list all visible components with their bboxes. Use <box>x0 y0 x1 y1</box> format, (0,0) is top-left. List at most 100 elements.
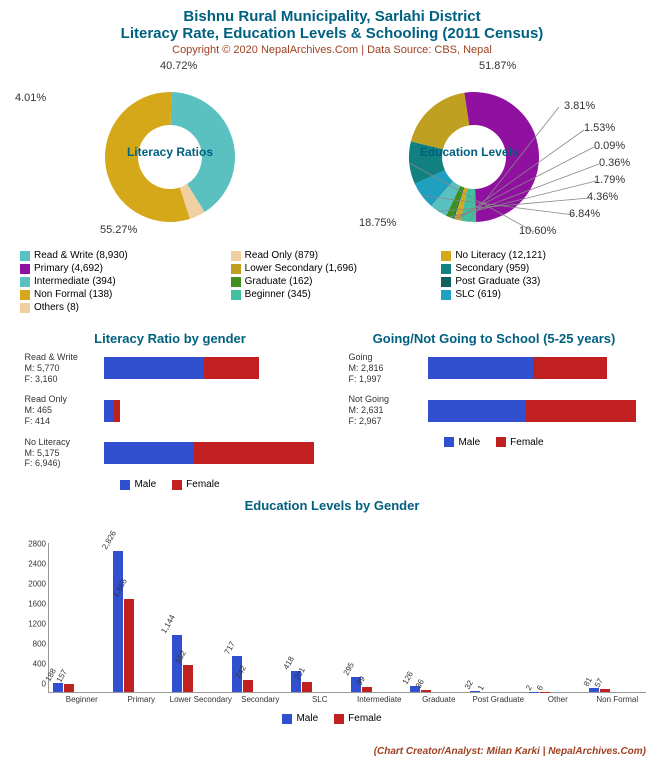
legend-item: Lower Secondary (1,696) <box>231 263 434 274</box>
vbar-value: 81 <box>581 676 593 688</box>
literacy-gender-legend: Male Female <box>14 479 325 490</box>
hbar-bars <box>104 400 315 422</box>
vbar-male: 32 <box>470 691 480 693</box>
schooling-title: Going/Not Going to School (5-25 years) <box>338 331 649 346</box>
pct-label: 6.84% <box>569 208 600 220</box>
vbar-male: 188 <box>53 683 63 692</box>
legend-swatch <box>20 264 30 274</box>
bar-male <box>428 357 532 379</box>
vbar-value: 6 <box>535 684 545 692</box>
legend-item: Intermediate (394) <box>20 276 223 287</box>
vbar-female: 36 <box>421 690 431 692</box>
legend-item: Read & Write (8,930) <box>20 250 223 261</box>
legend-swatch <box>231 264 241 274</box>
y-tick: 2400 <box>28 560 46 569</box>
vbar-group: 717 242 Secondary <box>232 656 290 692</box>
vbar-value: 2,826 <box>100 529 118 551</box>
legend-swatch <box>231 277 241 287</box>
legend-label: No Literacy (12,121) <box>455 250 546 261</box>
vbar-group: 2,826 1,866 Primary <box>113 551 171 692</box>
chart-container: Bishnu Rural Municipality, Sarlahi Distr… <box>0 0 664 765</box>
literacy-donut-wrap: Literacy Ratios 40.72%4.01%55.27% <box>15 62 325 242</box>
pct-label: 0.36% <box>599 157 630 169</box>
hbar-row: Literacy Ratio by gender Read & WriteM: … <box>8 325 656 490</box>
pct-label: 51.87% <box>479 60 516 72</box>
donut-slice <box>411 93 469 150</box>
hbar-bars <box>104 357 315 379</box>
education-gender-chart: 040080012001600200024002800 188 157 Begi… <box>8 543 656 693</box>
vbar-xlabel: Intermediate <box>357 695 401 704</box>
legend-female: Female <box>496 437 543 448</box>
legend-label: SLC (619) <box>455 289 501 300</box>
hbar-label: Read & WriteM: 5,770F: 3,160 <box>24 352 104 384</box>
vbar-xlabel: Graduate <box>422 695 455 704</box>
vbar-xlabel: Primary <box>127 695 155 704</box>
vbar-xlabel: Non Formal <box>596 695 638 704</box>
vbar-xlabel: Beginner <box>66 695 98 704</box>
donut-row: Literacy Ratios 40.72%4.01%55.27% Educat… <box>8 62 656 242</box>
vbar-female: 242 <box>243 680 253 692</box>
hbar-row: Not GoingM: 2,631F: 2,967 <box>348 394 639 426</box>
copyright-text: Copyright © 2020 NepalArchives.Com | Dat… <box>8 44 656 56</box>
vbar-female: 201 <box>302 682 312 692</box>
legend-swatch <box>231 251 241 261</box>
legend-label: Read & Write (8,930) <box>34 250 128 261</box>
legend-label: Beginner (345) <box>245 289 311 300</box>
bar-male <box>104 442 194 464</box>
vbar-xlabel: Other <box>548 695 568 704</box>
vbar-male: 81 <box>589 688 599 692</box>
vbar-group: 295 99 Intermediate <box>351 677 409 692</box>
vbar-group: 188 157 Beginner <box>53 683 111 692</box>
legend-male: Male <box>120 479 156 490</box>
y-tick: 800 <box>33 640 46 649</box>
y-tick: 0 <box>42 680 46 689</box>
legend-label: Read Only (879) <box>245 250 318 261</box>
credit-text: (Chart Creator/Analyst: Milan Karki | Ne… <box>8 746 656 757</box>
vbar-group: 1,144 552 Lower Secondary <box>172 635 230 692</box>
y-tick: 2000 <box>28 580 46 589</box>
legend-label: Non Formal (138) <box>34 289 112 300</box>
vbar-xlabel: SLC <box>312 695 328 704</box>
education-gender-legend: Male Female <box>8 713 656 724</box>
education-gender-section: Education Levels by Gender 0400800120016… <box>8 498 656 724</box>
legend-grid: Read & Write (8,930) Read Only (879) No Li… <box>8 250 656 313</box>
legend-label: Intermediate (394) <box>34 276 116 287</box>
literacy-donut-center: Literacy Ratios <box>127 145 213 159</box>
bar-female <box>194 442 314 464</box>
legend-female: Female <box>172 479 219 490</box>
legend-swatch <box>20 251 30 261</box>
legend-item: Non Formal (138) <box>20 289 223 300</box>
subtitle: Literacy Rate, Education Levels & School… <box>8 25 656 42</box>
y-tick: 2800 <box>28 540 46 549</box>
bar-female <box>526 400 636 422</box>
pct-label: 0.09% <box>594 140 625 152</box>
pct-label: 1.53% <box>584 122 615 134</box>
education-gender-title: Education Levels by Gender <box>8 498 656 513</box>
vbar-xlabel: Lower Secondary <box>170 695 232 704</box>
hbar-row: GoingM: 2,816F: 1,997 <box>348 352 639 384</box>
bar-female <box>204 357 259 379</box>
literacy-gender-title: Literacy Ratio by gender <box>14 331 325 346</box>
vbar-group: 418 201 SLC <box>291 671 349 692</box>
legend-item: No Literacy (12,121) <box>441 250 644 261</box>
bar-female <box>113 400 120 422</box>
y-tick: 1200 <box>28 620 46 629</box>
bar-male <box>428 400 525 422</box>
hbar-label: Not GoingM: 2,631F: 2,967 <box>348 394 428 426</box>
vbar-group: 81 57 Non Formal <box>589 688 647 692</box>
vbar-female: 1,866 <box>124 599 134 692</box>
vbar-group: 126 36 Graduate <box>410 686 468 692</box>
main-title: Bishnu Rural Municipality, Sarlahi Distr… <box>8 8 656 25</box>
schooling-bars: GoingM: 2,816F: 1,997 Not GoingM: 2,631F:… <box>338 352 649 427</box>
hbar-bars <box>104 442 315 464</box>
legend-label: Post Graduate (33) <box>455 276 540 287</box>
schooling-legend: Male Female <box>338 437 649 448</box>
pct-label: 10.60% <box>519 225 556 237</box>
legend-swatch <box>441 251 451 261</box>
legend-swatch <box>20 290 30 300</box>
literacy-gender-chart: Literacy Ratio by gender Read & WriteM: … <box>14 325 325 490</box>
legend-male: Male <box>444 437 480 448</box>
pct-label: 55.27% <box>100 224 137 236</box>
legend-swatch <box>20 277 30 287</box>
legend-item: Others (8) <box>20 302 223 313</box>
